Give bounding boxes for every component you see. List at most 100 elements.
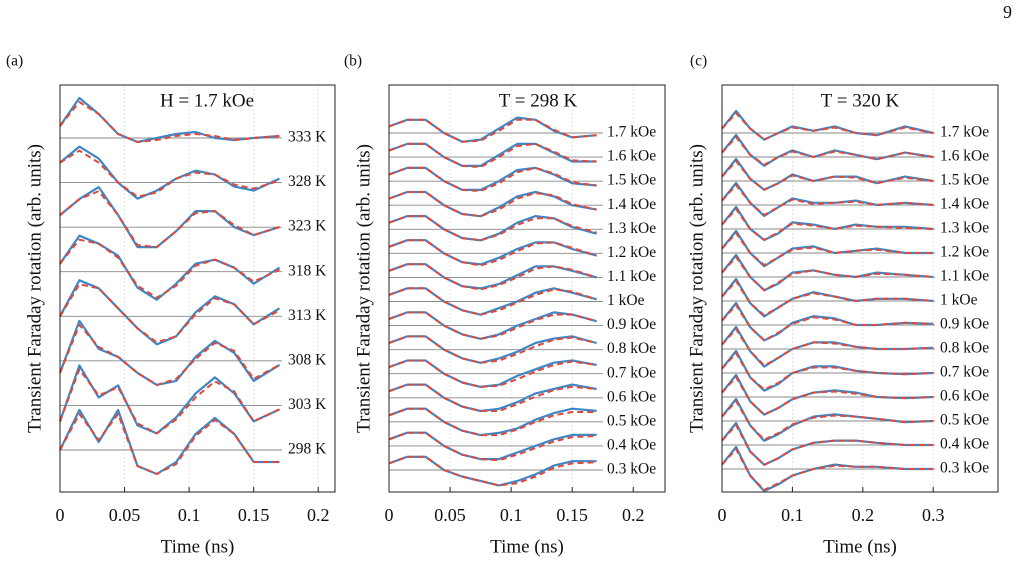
x-tick-label: 0.05 <box>434 505 466 525</box>
data-trace <box>721 325 934 368</box>
fit-curve <box>388 263 597 291</box>
axes-frame <box>388 84 666 493</box>
axes-frame <box>59 84 336 493</box>
x-tick-label: 0.05 <box>109 505 141 525</box>
trace-label: 0.7 kOe <box>607 364 656 381</box>
trace-label: 1 kOe <box>940 292 978 309</box>
data-trace <box>721 157 934 191</box>
y-axis-label: Transient Faraday rotation (arb. units) <box>353 144 374 433</box>
fit-curve <box>59 368 280 435</box>
fit-curve <box>388 407 597 437</box>
trace-label: 1.1 kOe <box>940 268 989 285</box>
trace-label: 1 kOe <box>607 292 645 309</box>
fit-curve <box>59 323 280 386</box>
fit-curve <box>388 335 597 364</box>
trace-label: 1.2 kOe <box>607 244 656 261</box>
fit-curve <box>721 328 934 367</box>
x-axis-label: Time (ns) <box>161 536 235 557</box>
fit-curve <box>721 160 934 191</box>
fit-curve <box>59 190 280 249</box>
data-trace <box>721 277 934 318</box>
data-trace <box>58 364 280 435</box>
fit-curve <box>59 413 280 475</box>
trace-label: 0.6 kOe <box>940 388 989 405</box>
data-trace <box>59 186 280 249</box>
trace-label: 1.7 kOe <box>940 124 989 141</box>
fit-curve <box>388 287 597 316</box>
fit-curve <box>721 256 934 292</box>
fit-curve <box>388 431 597 462</box>
trace-label: 1.4 kOe <box>607 196 656 213</box>
x-tick-label: 0.2 <box>307 505 330 525</box>
fit-curve <box>388 239 597 267</box>
fit-curve <box>388 215 597 242</box>
trace-label: 1.4 kOe <box>940 196 989 213</box>
trace-label: 303 K <box>288 396 327 413</box>
fit-curve <box>721 376 934 416</box>
data-trace <box>59 234 281 301</box>
trace-label: 1.3 kOe <box>940 220 989 237</box>
fit-curve <box>388 118 597 143</box>
y-axis-label: Transient Faraday rotation (arb. units) <box>24 144 45 433</box>
trace-label: 0.5 kOe <box>940 412 989 429</box>
trace-label: 0.8 kOe <box>607 340 656 357</box>
trace-label: 308 K <box>288 351 327 368</box>
fit-curve <box>721 304 934 342</box>
fit-curve <box>388 191 597 218</box>
panel-title: H = 1.7 kOe <box>160 90 254 111</box>
trace-label: 0.3 kOe <box>940 460 989 477</box>
fit-curve <box>388 142 597 168</box>
trace-label: 313 K <box>288 307 327 324</box>
trace-label: 328 K <box>288 173 327 190</box>
x-axis-label: Time (ns) <box>490 536 564 557</box>
panel-title: T = 298 K <box>499 90 578 111</box>
trace-label: 0.8 kOe <box>940 340 989 357</box>
axes-frame <box>721 84 999 493</box>
trace-label: 1.7 kOe <box>607 124 656 141</box>
fit-curve <box>388 383 597 412</box>
trace-label: 298 K <box>288 441 327 458</box>
data-trace <box>388 239 597 266</box>
trace-label: 0.9 kOe <box>940 316 989 333</box>
fit-curve <box>59 101 280 143</box>
fit-curve <box>59 149 280 198</box>
data-trace <box>721 205 934 242</box>
trace-label: 0.6 kOe <box>607 388 656 405</box>
fit-curve <box>388 166 597 192</box>
x-tick-label: 0.3 <box>922 505 945 525</box>
trace-label: 0.4 kOe <box>607 436 656 453</box>
data-trace <box>721 133 934 167</box>
x-tick-label: 0 <box>718 505 727 525</box>
data-trace <box>59 145 280 200</box>
data-trace <box>388 142 597 167</box>
fit-curve <box>388 359 597 388</box>
trace-label: 1.1 kOe <box>607 268 656 285</box>
panel-label: (c) <box>690 53 707 70</box>
data-trace <box>721 181 934 218</box>
x-tick-label: 0 <box>385 505 394 525</box>
fit-curve <box>59 238 280 299</box>
x-tick-label: 0.2 <box>852 505 875 525</box>
fit-curve <box>721 136 934 166</box>
x-tick-label: 0.2 <box>622 505 645 525</box>
fit-curve <box>388 455 597 487</box>
page-number: 9 <box>1003 2 1012 22</box>
trace-label: 0.9 kOe <box>607 316 656 333</box>
panel-label: (b) <box>344 53 362 70</box>
x-tick-label: 0.15 <box>556 505 588 525</box>
trace-label: 1.6 kOe <box>940 148 989 165</box>
data-trace <box>721 229 934 268</box>
trace-label: 1.5 kOe <box>940 172 989 189</box>
fit-curve <box>721 232 934 267</box>
data-trace <box>388 455 597 487</box>
data-trace <box>58 319 281 386</box>
x-tick-label: 0.15 <box>238 505 270 525</box>
data-trace <box>59 408 280 476</box>
fit-curve <box>721 448 934 491</box>
trace-label: 0.7 kOe <box>940 364 989 381</box>
fit-curve <box>721 208 934 241</box>
data-trace <box>388 116 597 143</box>
x-tick-label: 0 <box>56 505 65 525</box>
data-trace <box>721 301 934 342</box>
